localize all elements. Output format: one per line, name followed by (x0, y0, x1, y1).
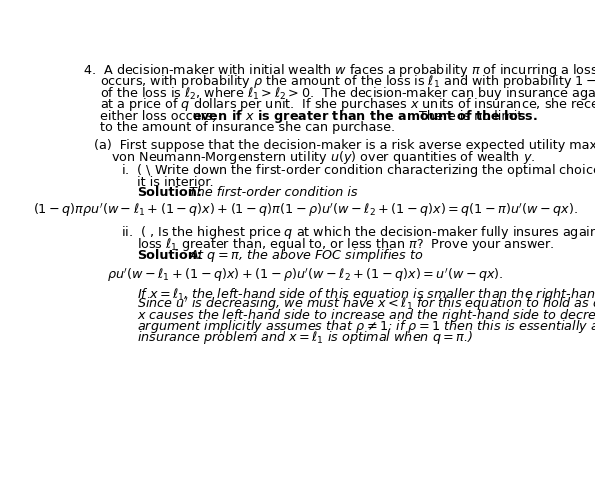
Text: von Neumann-Morgenstern utility $u(y)$ over quantities of wealth $y$.: von Neumann-Morgenstern utility $u(y)$ o… (110, 149, 534, 166)
Text: i.  $($ $\backslash$ Write down the first-order condition characterizing the opt: i. $($ $\backslash$ Write down the first… (120, 162, 595, 179)
Text: 4.  A decision-maker with initial wealth $w$ faces a probability $\pi$ of incurr: 4. A decision-maker with initial wealth … (83, 62, 595, 79)
Text: even if $x$ is greater than the amount of the loss.: even if $x$ is greater than the amount o… (191, 108, 536, 125)
Text: $(1-q)\pi\rho u'(w-\ell_1+(1-q)x)+(1-q)\pi(1-\rho)u'(w-\ell_2+(1-q)x) = q(1-\pi): $(1-q)\pi\rho u'(w-\ell_1+(1-q)x)+(1-q)\… (33, 201, 577, 219)
Text: loss $\ell_1$ greater than, equal to, or less than $\pi$?  Prove your answer.: loss $\ell_1$ greater than, equal to, or… (137, 236, 553, 253)
Text: either loss occurs,: either loss occurs, (100, 110, 220, 123)
Text: Since $u'$ is decreasing, we must have $x < \ell_1$ for this equation to hold as: Since $u'$ is decreasing, we must have $… (137, 296, 595, 313)
Text: There is no limit: There is no limit (411, 110, 521, 123)
Text: $x$ causes the left-hand side to increase and the right-hand side to decrease.  : $x$ causes the left-hand side to increas… (137, 307, 595, 324)
Text: insurance problem and $x = \ell_1$ is optimal when $q = \pi$.): insurance problem and $x = \ell_1$ is op… (137, 329, 472, 346)
Text: of the loss is $\ell_2$, where $\ell_1 > \ell_2 > 0$.  The decision-maker can bu: of the loss is $\ell_2$, where $\ell_1 >… (100, 85, 595, 102)
Text: Solution:: Solution: (137, 186, 202, 199)
Text: argument implicitly assumes that $\rho \neq 1$; if $\rho = 1$ then this is essen: argument implicitly assumes that $\rho \… (137, 318, 595, 335)
Text: ii.  $($ , Is the highest price $q$ at which the decision-maker fully insures ag: ii. $($ , Is the highest price $q$ at wh… (120, 224, 595, 241)
Text: occurs, with probability $\rho$ the amount of the loss is $\ell_1$ and with prob: occurs, with probability $\rho$ the amou… (100, 73, 595, 90)
Text: Solution:: Solution: (137, 249, 202, 262)
Text: at a price of $q$ dollars per unit.  If she purchases $x$ units of insurance, sh: at a price of $q$ dollars per unit. If s… (100, 96, 595, 113)
Text: $\rho u'(w-\ell_1+(1-q)x) + (1-\rho)u'(w-\ell_2+(1-q)x) = u'(w-qx).$: $\rho u'(w-\ell_1+(1-q)x) + (1-\rho)u'(w… (107, 266, 503, 284)
Text: (a)  First suppose that the decision-maker is a risk averse expected utility max: (a) First suppose that the decision-make… (94, 139, 595, 152)
Text: At $q = \pi$, the above FOC simplifies to: At $q = \pi$, the above FOC simplifies t… (181, 247, 423, 264)
Text: If $x = \ell_1$, the left-hand side of this equation is smaller than the right-h: If $x = \ell_1$, the left-hand side of t… (137, 286, 595, 303)
Text: The first-order condition is: The first-order condition is (181, 186, 357, 199)
Text: to the amount of insurance she can purchase.: to the amount of insurance she can purch… (100, 121, 394, 134)
Text: it is interior.: it is interior. (137, 176, 213, 189)
